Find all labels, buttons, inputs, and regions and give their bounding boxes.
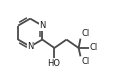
Text: Cl: Cl (81, 57, 90, 66)
Text: N: N (27, 42, 33, 51)
Text: N: N (39, 21, 45, 30)
Text: Cl: Cl (90, 43, 98, 52)
Text: HO: HO (47, 59, 60, 68)
Text: Cl: Cl (81, 29, 90, 38)
